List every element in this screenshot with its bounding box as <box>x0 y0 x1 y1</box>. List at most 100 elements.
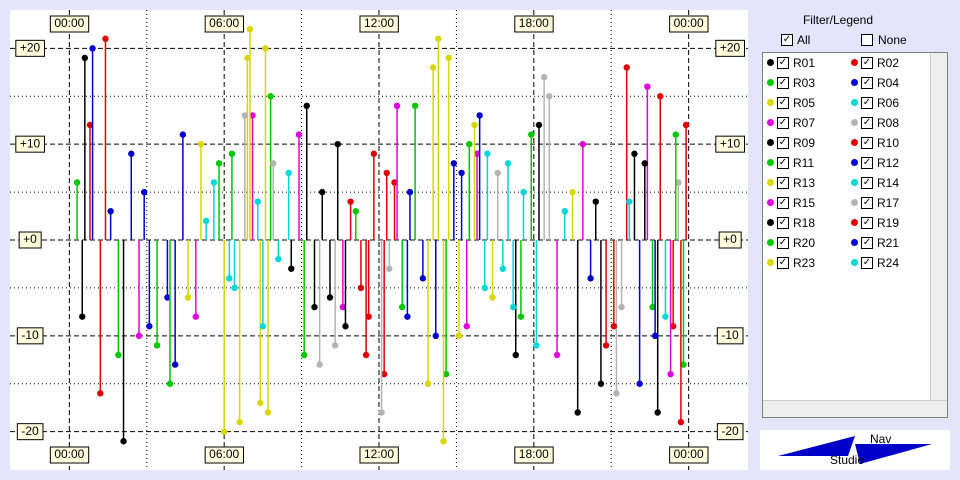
point <box>494 169 501 177</box>
point <box>319 188 326 196</box>
legend-checkbox[interactable]: ✓ <box>777 97 789 109</box>
legend-swatch <box>767 79 774 86</box>
point <box>435 35 442 42</box>
vertical-scrollbar[interactable] <box>930 53 947 401</box>
point <box>399 303 406 311</box>
x-tick-label-top-group: 06:00 <box>204 15 245 33</box>
legend-checkbox[interactable]: ✓ <box>861 217 873 229</box>
legend-checkbox[interactable]: ✓ <box>861 57 873 69</box>
point <box>73 179 81 186</box>
none-label[interactable]: None <box>878 33 907 47</box>
legend-swatch <box>851 179 858 186</box>
legend-swatch <box>767 139 774 146</box>
legend-checkbox[interactable]: ✓ <box>861 157 873 169</box>
point <box>455 332 463 340</box>
point <box>669 323 677 330</box>
legend-checkbox[interactable]: ✓ <box>861 237 873 249</box>
point <box>334 140 341 148</box>
point <box>618 303 625 311</box>
point <box>458 169 465 177</box>
tick-label-box <box>718 231 742 249</box>
point <box>370 150 378 157</box>
legend-checkbox[interactable]: ✓ <box>861 77 873 89</box>
point <box>424 380 432 387</box>
legend-checkbox[interactable]: ✓ <box>777 197 789 209</box>
logo-shape <box>855 444 932 464</box>
legend-swatch <box>767 239 774 246</box>
legend-label: R09 <box>793 136 816 150</box>
point <box>339 303 347 311</box>
tick-label-box <box>359 15 399 33</box>
point <box>171 361 179 368</box>
legend-label: R20 <box>793 236 816 250</box>
point <box>146 323 153 330</box>
y-tick-label-left: -20 <box>21 424 39 438</box>
tick-label-box <box>716 327 744 345</box>
legend-checkbox[interactable]: ✓ <box>861 97 873 109</box>
grid <box>10 10 748 470</box>
y-tick-label-right: +10 <box>720 136 741 150</box>
legend-checkbox[interactable]: ✓ <box>861 137 873 149</box>
legend-checkbox[interactable]: ✓ <box>777 57 789 69</box>
point <box>626 198 633 205</box>
legend-checkbox[interactable]: ✓ <box>777 137 789 149</box>
point <box>597 380 605 387</box>
legend-checkbox[interactable]: ✓ <box>861 177 873 189</box>
point <box>81 54 89 62</box>
legend-checkbox[interactable]: ✓ <box>777 117 789 129</box>
x-tick-label-top: 18:00 <box>519 16 549 30</box>
horizontal-scrollbar[interactable] <box>763 400 947 417</box>
legend-checkbox[interactable]: ✓ <box>777 77 789 89</box>
x-tick-label-bottom-group: 00:00 <box>669 446 709 464</box>
legend-checkbox[interactable]: ✓ <box>777 217 789 229</box>
all-checkbox[interactable]: ✓ <box>781 34 793 46</box>
legend-checkbox[interactable]: ✓ <box>861 117 873 129</box>
point <box>342 323 349 330</box>
point <box>246 25 254 33</box>
point <box>120 438 127 445</box>
legend-checkbox[interactable]: ✓ <box>777 237 789 249</box>
legend-label: R10 <box>877 136 900 150</box>
legend-swatch <box>767 259 774 266</box>
x-tick-label-top-group: 00:00 <box>669 15 709 33</box>
legend-label: R08 <box>877 116 900 130</box>
legend-swatch <box>767 159 774 166</box>
point <box>197 140 205 148</box>
point <box>649 303 656 311</box>
point <box>383 169 390 177</box>
y-tick-label-right-group: +0 <box>718 231 742 249</box>
none-checkbox[interactable] <box>861 34 873 46</box>
tick-label-box <box>18 231 42 249</box>
all-label[interactable]: All <box>797 33 811 47</box>
logo: Nav Studio <box>760 430 950 470</box>
point <box>220 428 228 435</box>
point <box>528 131 535 138</box>
legend-checkbox[interactable]: ✓ <box>861 197 873 209</box>
legend-label: R18 <box>793 216 816 230</box>
legend-swatch <box>851 99 858 106</box>
x-tick-label-bottom: 18:00 <box>519 447 549 461</box>
x-tick-label-top: 12:00 <box>364 16 394 30</box>
point <box>228 150 236 157</box>
point <box>680 361 687 368</box>
y-tick-label-left: -10 <box>21 328 39 342</box>
point <box>579 140 587 148</box>
legend-label: R06 <box>877 96 900 110</box>
legend-checkbox[interactable]: ✓ <box>777 177 789 189</box>
legend-checkbox[interactable]: ✓ <box>777 257 789 269</box>
x-tick-label-top: 00:00 <box>674 16 704 30</box>
logo-shape <box>778 436 855 456</box>
point <box>202 217 210 225</box>
point <box>476 112 483 119</box>
legend-checkbox[interactable]: ✓ <box>777 157 789 169</box>
point <box>254 198 261 205</box>
point <box>249 112 256 119</box>
point <box>602 342 610 349</box>
y-tick-label-left-group: -20 <box>16 423 44 441</box>
point <box>406 188 414 196</box>
point <box>262 45 269 52</box>
legend-checkbox[interactable]: ✓ <box>861 257 873 269</box>
y-tick-label-left-group: +0 <box>18 231 42 249</box>
legend-label: R05 <box>793 96 816 110</box>
